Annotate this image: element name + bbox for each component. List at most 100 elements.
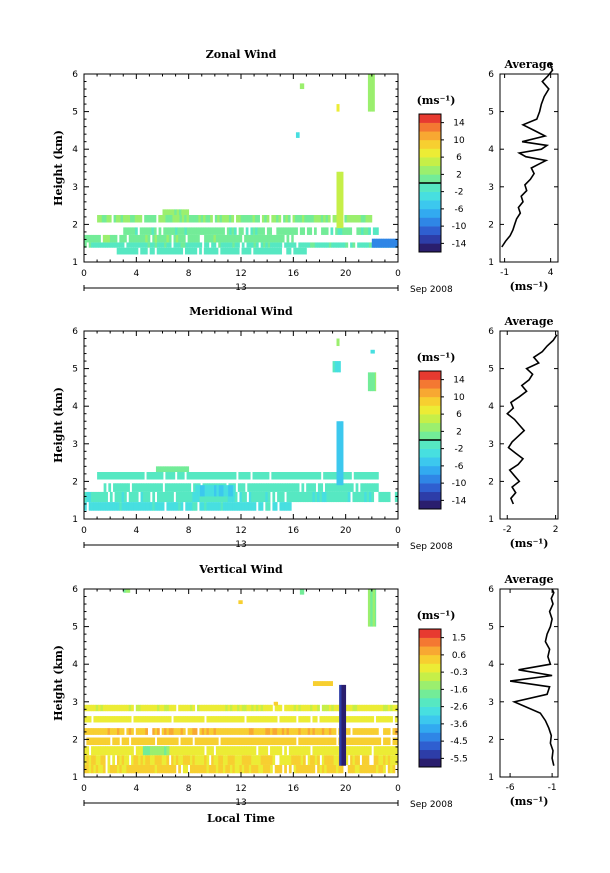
y-tick-label: 5 bbox=[72, 365, 78, 375]
data-cell bbox=[299, 83, 303, 90]
data-cell bbox=[293, 247, 297, 255]
data-cell bbox=[125, 227, 129, 235]
data-cell bbox=[300, 764, 304, 774]
data-cell bbox=[392, 728, 396, 735]
data-cell bbox=[387, 746, 391, 756]
data-cell bbox=[131, 502, 134, 511]
data-cell bbox=[109, 764, 113, 774]
data-cell bbox=[172, 472, 176, 480]
data-cell bbox=[241, 716, 245, 723]
data-cell bbox=[237, 755, 240, 765]
data-cell bbox=[138, 728, 141, 735]
data-cell bbox=[284, 764, 287, 774]
data-cell bbox=[217, 227, 221, 235]
data-cell bbox=[240, 472, 244, 480]
data-cell bbox=[321, 227, 324, 235]
data-cells bbox=[84, 74, 398, 255]
colorbar-bin bbox=[419, 165, 441, 175]
data-cell bbox=[270, 728, 273, 735]
data-cell bbox=[321, 755, 325, 765]
data-cell bbox=[260, 704, 264, 712]
data-cell bbox=[293, 242, 297, 248]
data-cell bbox=[161, 746, 165, 756]
data-cell bbox=[148, 215, 152, 223]
data-cell bbox=[116, 737, 120, 746]
data-cell bbox=[253, 737, 257, 746]
data-cell bbox=[179, 215, 183, 223]
data-cell bbox=[274, 704, 278, 712]
data-cell bbox=[218, 716, 221, 723]
data-cell bbox=[229, 227, 232, 235]
data-cell bbox=[114, 764, 118, 774]
data-cell bbox=[199, 242, 203, 248]
data-cell bbox=[203, 472, 206, 480]
data-cell bbox=[163, 466, 166, 472]
data-cell bbox=[104, 215, 107, 223]
data-cell bbox=[123, 589, 127, 593]
data-cell bbox=[128, 502, 132, 511]
data-cell bbox=[258, 716, 262, 723]
data-cell bbox=[333, 491, 337, 503]
data-cell bbox=[361, 746, 365, 756]
data-cell bbox=[352, 728, 356, 735]
data-cell bbox=[175, 716, 179, 723]
data-cell bbox=[155, 483, 159, 492]
data-cell bbox=[231, 215, 235, 223]
data-cell bbox=[308, 483, 312, 492]
data-cell bbox=[326, 491, 330, 503]
data-cell bbox=[211, 737, 214, 746]
x-tick-label: 8 bbox=[186, 526, 192, 536]
data-cell bbox=[298, 737, 302, 746]
data-cell bbox=[187, 242, 191, 248]
data-cell bbox=[304, 215, 308, 223]
data-cell bbox=[201, 746, 205, 756]
data-cell bbox=[248, 764, 252, 774]
data-cell bbox=[113, 483, 116, 492]
colorbar-bin bbox=[419, 465, 441, 475]
y-tick-label: 3 bbox=[72, 183, 78, 193]
data-cell bbox=[257, 472, 260, 480]
data-cell bbox=[313, 472, 317, 480]
x-tick-label: 0 bbox=[395, 526, 401, 536]
data-cell bbox=[323, 227, 327, 235]
data-cell bbox=[142, 227, 145, 235]
data-cell bbox=[344, 215, 348, 223]
data-cell bbox=[288, 737, 292, 746]
data-cell bbox=[284, 704, 287, 712]
data-cell bbox=[314, 227, 317, 235]
data-cell bbox=[133, 491, 137, 503]
data-cell bbox=[347, 737, 351, 746]
data-cell bbox=[345, 716, 349, 723]
data-cell bbox=[324, 483, 328, 492]
data-cell bbox=[298, 728, 302, 735]
data-cell bbox=[187, 502, 191, 511]
data-cell bbox=[136, 483, 140, 492]
data-cell bbox=[222, 502, 226, 511]
data-cell bbox=[165, 472, 169, 480]
data-cell bbox=[182, 737, 186, 746]
data-cell bbox=[185, 764, 189, 774]
data-cell bbox=[98, 704, 101, 712]
data-cell bbox=[331, 737, 335, 746]
data-cell bbox=[229, 247, 233, 255]
data-cell bbox=[147, 502, 151, 511]
data-cell bbox=[238, 215, 242, 223]
data-cell bbox=[299, 215, 303, 223]
profile-frame bbox=[499, 73, 559, 263]
data-cell bbox=[265, 247, 268, 255]
data-cell bbox=[230, 746, 233, 756]
data-cell bbox=[98, 242, 101, 248]
data-cell bbox=[331, 755, 335, 765]
data-cell bbox=[253, 502, 257, 511]
data-cell bbox=[109, 728, 113, 735]
data-cell bbox=[378, 755, 382, 765]
data-cell bbox=[152, 728, 156, 735]
data-cell bbox=[338, 764, 342, 774]
data-cell bbox=[192, 728, 196, 735]
data-cell bbox=[317, 242, 320, 248]
data-cell bbox=[173, 234, 177, 243]
data-cell bbox=[159, 755, 163, 765]
data-cell bbox=[135, 737, 139, 746]
data-cell bbox=[343, 684, 347, 766]
